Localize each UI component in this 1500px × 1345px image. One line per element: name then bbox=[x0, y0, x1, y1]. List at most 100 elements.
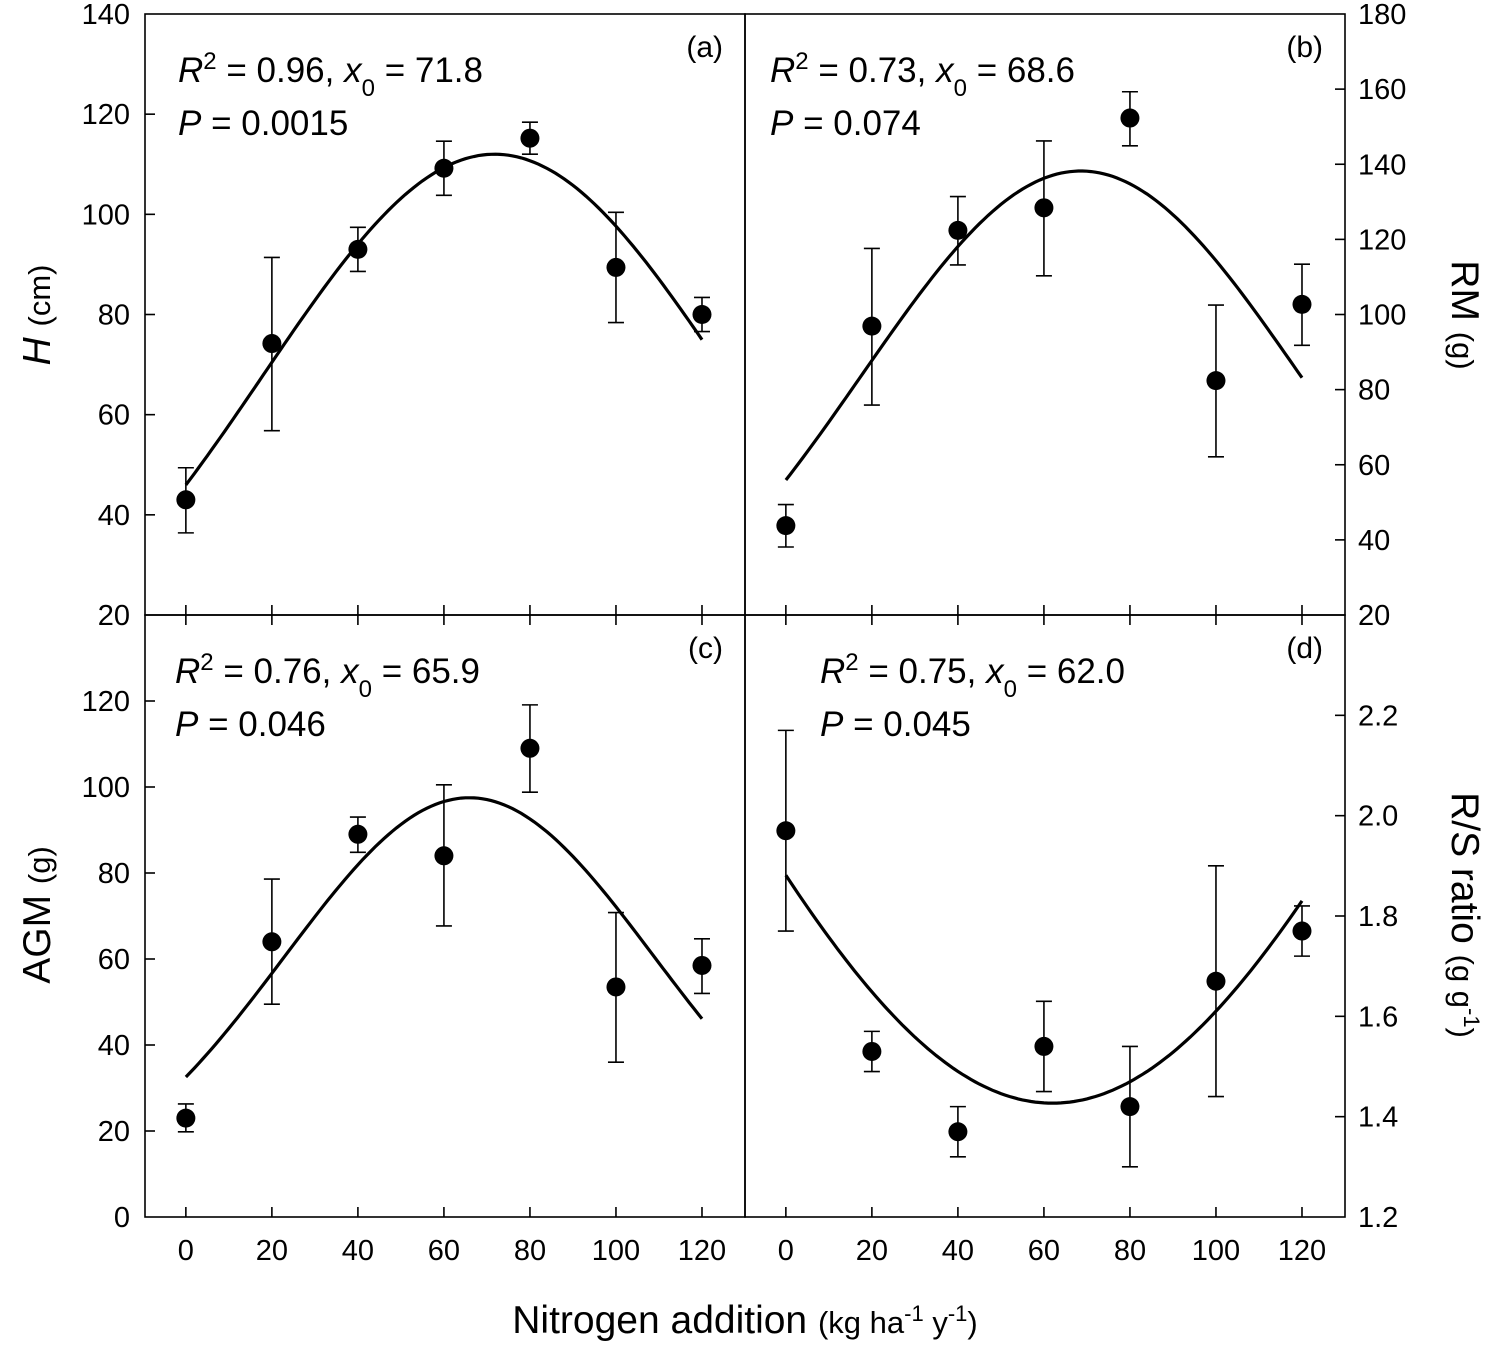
text-span bbox=[16, 884, 59, 895]
p-value: 0.074 bbox=[833, 104, 921, 143]
data-point bbox=[1292, 921, 1312, 941]
text-span: = bbox=[214, 652, 254, 691]
y-axis-unit: (cm) bbox=[22, 265, 57, 327]
x-axis-title: Nitrogen addition (kg ha-1 y-1) bbox=[512, 1299, 977, 1342]
data-point bbox=[262, 932, 282, 952]
x-tick-label: 80 bbox=[514, 1235, 546, 1267]
data-point bbox=[262, 334, 282, 354]
y-tick-label: 1.4 bbox=[1358, 1102, 1398, 1134]
text-span: = bbox=[1017, 652, 1057, 691]
data-point bbox=[520, 128, 540, 148]
y-tick-label: 60 bbox=[1358, 450, 1390, 482]
x0-symbol: x bbox=[934, 51, 955, 90]
panel-label: (b) bbox=[1286, 31, 1323, 64]
text-span: (g) bbox=[1445, 332, 1480, 370]
fit-stats-p: P = 0.045 bbox=[820, 705, 971, 744]
y-tick-label: 0 bbox=[114, 1202, 130, 1234]
x-axis-unit: (kg ha-1 y-1) bbox=[818, 1301, 978, 1341]
fit-stats-r2-x0: R2 = 0.96, x0 = 71.8 bbox=[178, 48, 483, 102]
data-point bbox=[1120, 1097, 1140, 1117]
p-value: 0.0015 bbox=[241, 104, 348, 143]
data-point bbox=[520, 738, 540, 758]
text-span bbox=[1443, 321, 1486, 332]
fit-stats-r2-x0: R2 = 0.75, x0 = 62.0 bbox=[820, 649, 1125, 703]
p-symbol: P bbox=[175, 705, 199, 744]
p-symbol: P bbox=[178, 104, 202, 143]
data-point bbox=[176, 1108, 196, 1128]
text-span: (g) bbox=[22, 846, 57, 884]
x-tick-label: 40 bbox=[942, 1235, 974, 1267]
data-point bbox=[176, 490, 196, 510]
panel-label: (d) bbox=[1286, 632, 1323, 665]
data-point bbox=[1120, 108, 1140, 128]
text-span: y bbox=[924, 1305, 949, 1340]
r2-value: 0.76 bbox=[254, 652, 322, 691]
data-point bbox=[862, 1041, 882, 1061]
data-point bbox=[692, 305, 712, 324]
superscript: -1 bbox=[1460, 1008, 1485, 1028]
text-span: (kg ha bbox=[818, 1305, 905, 1340]
y-tick-label: 60 bbox=[98, 944, 130, 976]
y-tick-label: 20 bbox=[98, 600, 130, 632]
r2-value: 0.96 bbox=[257, 51, 325, 90]
text-span bbox=[16, 326, 59, 337]
x-tick-label: 100 bbox=[1192, 1235, 1240, 1267]
x-tick-label: 0 bbox=[178, 1235, 194, 1267]
p-value: 0.046 bbox=[238, 705, 326, 744]
y-tick-label: 20 bbox=[98, 1116, 130, 1148]
r2-symbol: R bbox=[175, 652, 200, 691]
x0-symbol: x bbox=[984, 652, 1005, 691]
y-tick-label: 40 bbox=[98, 1030, 130, 1062]
y-axis-title: R/S ratio (g g-1) bbox=[1443, 792, 1486, 1038]
x0-subscript: 0 bbox=[359, 676, 372, 703]
text-span: = bbox=[843, 705, 883, 744]
y-axis-unit: (g) bbox=[22, 846, 57, 884]
y-tick-label: 2.2 bbox=[1358, 700, 1398, 732]
fit-curve bbox=[184, 152, 704, 486]
y-axis-unit: (g g-1) bbox=[1445, 955, 1485, 1038]
text-span: , bbox=[322, 652, 341, 691]
data-point bbox=[348, 824, 368, 844]
x-tick-label: 120 bbox=[1278, 1235, 1326, 1267]
data-point bbox=[776, 821, 796, 841]
text-span: = bbox=[809, 51, 849, 90]
x-tick-label: 60 bbox=[1028, 1235, 1060, 1267]
text-span: = bbox=[201, 104, 241, 143]
fit-stats-r2-x0: R2 = 0.76, x0 = 65.9 bbox=[175, 649, 480, 703]
y-axis-variable: RM bbox=[1443, 260, 1486, 321]
fit-stats-r2-x0: R2 = 0.73, x0 = 68.6 bbox=[770, 48, 1075, 102]
data-point bbox=[1206, 371, 1226, 391]
y-tick-label: 80 bbox=[1358, 375, 1390, 407]
r2-symbol: R bbox=[770, 51, 795, 90]
y-axis-title: AGM (g) bbox=[16, 846, 59, 984]
data-point bbox=[434, 158, 454, 178]
data-point bbox=[948, 1122, 968, 1142]
r2-power: 2 bbox=[203, 48, 216, 75]
x-tick-label: 40 bbox=[342, 1235, 374, 1267]
x-tick-label: 0 bbox=[778, 1235, 794, 1267]
y-tick-label: 120 bbox=[1358, 224, 1406, 256]
superscript: -1 bbox=[904, 1301, 924, 1326]
x-axis-variable: Nitrogen addition bbox=[512, 1299, 807, 1342]
y-axis-unit: (g) bbox=[1445, 332, 1480, 370]
text-span: ) bbox=[1445, 1028, 1480, 1038]
y-tick-label: 140 bbox=[1358, 149, 1406, 181]
x0-subscript: 0 bbox=[954, 75, 967, 102]
r2-power: 2 bbox=[845, 649, 858, 676]
y-tick-label: 100 bbox=[1358, 300, 1406, 332]
p-symbol: P bbox=[770, 104, 794, 143]
y-tick-label: 40 bbox=[98, 500, 130, 532]
data-point bbox=[1034, 1036, 1054, 1056]
x0-value: 62.0 bbox=[1057, 652, 1125, 691]
r2-value: 0.75 bbox=[899, 652, 967, 691]
text-span: , bbox=[917, 51, 936, 90]
y-tick-label: 1.2 bbox=[1358, 1202, 1398, 1234]
r2-symbol: R bbox=[178, 51, 203, 90]
data-point bbox=[862, 316, 882, 336]
y-tick-label: 1.8 bbox=[1358, 901, 1398, 933]
y-tick-label: 100 bbox=[82, 772, 130, 804]
